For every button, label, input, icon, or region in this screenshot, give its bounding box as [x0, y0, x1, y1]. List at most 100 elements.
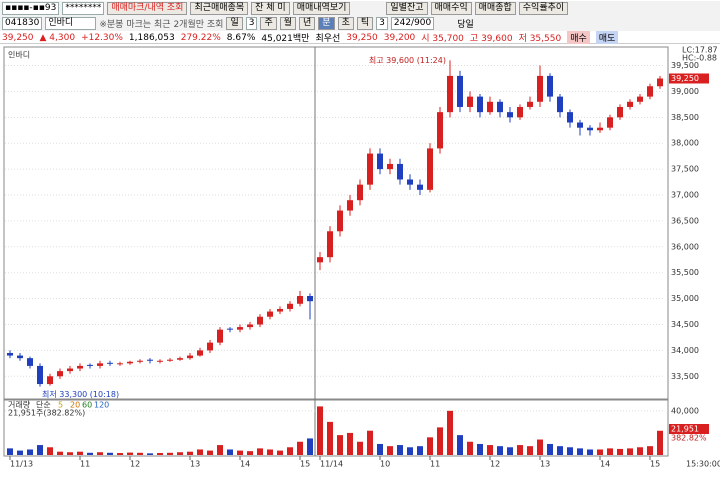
password[interactable]: ******** [62, 2, 105, 15]
stock-name[interactable]: 인바디 [45, 17, 97, 30]
high-label: 최고 39,600 (11:24) [369, 55, 446, 65]
period[interactable]: 일 [226, 17, 243, 30]
candle-body [387, 163, 393, 170]
volume-bar [547, 443, 553, 455]
candle-body [117, 363, 123, 365]
period[interactable]: 초 [337, 17, 354, 30]
volume-bar [37, 445, 43, 455]
buy[interactable]: 매수 [567, 31, 590, 44]
button[interactable]: 수익률추이 [518, 2, 569, 15]
candle-body [157, 360, 163, 362]
candle-body [17, 355, 23, 359]
rate: +12.30% [81, 32, 123, 43]
button[interactable]: 잔 체 미 [251, 2, 290, 15]
last-price: 39,250 [671, 74, 699, 83]
volume-bar [337, 435, 343, 455]
y-tick-label: 35,500 [671, 268, 699, 277]
period[interactable]: 틱 [356, 17, 374, 30]
x-tick-label: 14 [240, 460, 250, 469]
turnover: 8.67% [226, 32, 256, 43]
candle-body [77, 365, 83, 369]
candle-body [357, 184, 363, 201]
candle-body [417, 184, 423, 190]
candle-body [257, 316, 263, 325]
button[interactable]: 일별잔고 [386, 2, 428, 15]
candle-body [627, 101, 633, 107]
candle-body [297, 296, 303, 304]
candle-body [147, 359, 153, 361]
ma-label: 단순 [36, 400, 51, 410]
volume-bar [557, 446, 563, 455]
volume-bar [307, 438, 313, 455]
sell[interactable]: 매도 [595, 31, 619, 44]
volume-bar [177, 452, 183, 455]
candle-body [127, 361, 133, 364]
candle-body [87, 364, 93, 366]
period[interactable]: 분 [318, 17, 335, 30]
button[interactable]: 매매마크/내역 조회 [107, 2, 188, 15]
code[interactable]: 041830 [2, 17, 43, 30]
candle-body [657, 78, 663, 87]
ma-period: 120 [94, 401, 109, 410]
x-tick-label: 15 [650, 460, 660, 469]
volume-bar [187, 451, 193, 455]
interval[interactable]: 3 [245, 17, 258, 30]
x-tick-label: 12 [130, 460, 140, 469]
period[interactable]: 주 [260, 17, 277, 30]
volume-bar [477, 443, 483, 455]
volume-bar [627, 448, 633, 455]
best: 최우선 [315, 34, 341, 44]
volume-bar [647, 446, 653, 455]
candle-body [307, 296, 313, 302]
ma-period: 60 [82, 401, 92, 410]
candle-body [367, 153, 373, 185]
period[interactable]: 년 [299, 17, 316, 30]
period-count[interactable]: 3 [376, 17, 388, 30]
y-tick-label: 37,500 [671, 165, 699, 174]
note: ※분봉 마크는 최근 2개월만 조회 [99, 20, 224, 30]
candle-body [577, 122, 583, 128]
quote-bar: 39,250 ▲ 4,300 +12.30% 1,186,053 279.22%… [0, 31, 720, 44]
volume-bar [327, 421, 333, 455]
candle-body [67, 368, 73, 372]
indicator: HC:-0.88 [682, 54, 717, 63]
volume-bar [607, 448, 613, 455]
volume-bar [227, 449, 233, 455]
volume-bar [367, 430, 373, 455]
low: 저 35,550 [518, 34, 562, 44]
last-volume: 21,951 [671, 425, 699, 434]
candle-body [207, 342, 213, 351]
candle-body [337, 210, 343, 232]
candle-body [457, 75, 463, 107]
candle-body [527, 101, 533, 107]
volume-bar [637, 447, 643, 455]
volume-bar [517, 445, 523, 455]
chart-title: 인바디 [8, 50, 30, 60]
volume-bar [97, 452, 103, 455]
volume: 1,186,053 [128, 32, 175, 43]
x-tick-label: 13 [540, 460, 550, 469]
button[interactable]: 매매수익 [430, 2, 472, 15]
candle-body [47, 376, 53, 385]
candle-body [517, 106, 523, 118]
volume-bar [407, 447, 413, 455]
period[interactable]: 월 [279, 17, 297, 30]
button[interactable]: 최근매매종목 [190, 2, 249, 15]
stock-bar: 041830 인바디 ※분봉 마크는 최근 2개월만 조회 일 3 주 월 년 … [0, 16, 720, 31]
account[interactable]: ▪▪▪▪-▪▪93 [2, 2, 60, 15]
button[interactable]: 매매종합 [474, 2, 516, 15]
volume-bar [467, 441, 473, 455]
volume-bar [487, 445, 493, 455]
volume-bar [67, 452, 73, 455]
volume-bar [257, 448, 263, 455]
x-tick-label: 13 [190, 460, 200, 469]
candle-body [347, 200, 353, 211]
price: 39,250 [2, 32, 34, 43]
candle-body [187, 355, 193, 359]
volume-bar [167, 452, 173, 455]
x-tick-label: 11 [80, 460, 90, 469]
button[interactable]: 매매내역보기 [292, 2, 351, 15]
today[interactable]: 당일 [457, 20, 474, 30]
candle-body [447, 75, 453, 113]
volume-bar [107, 452, 113, 455]
